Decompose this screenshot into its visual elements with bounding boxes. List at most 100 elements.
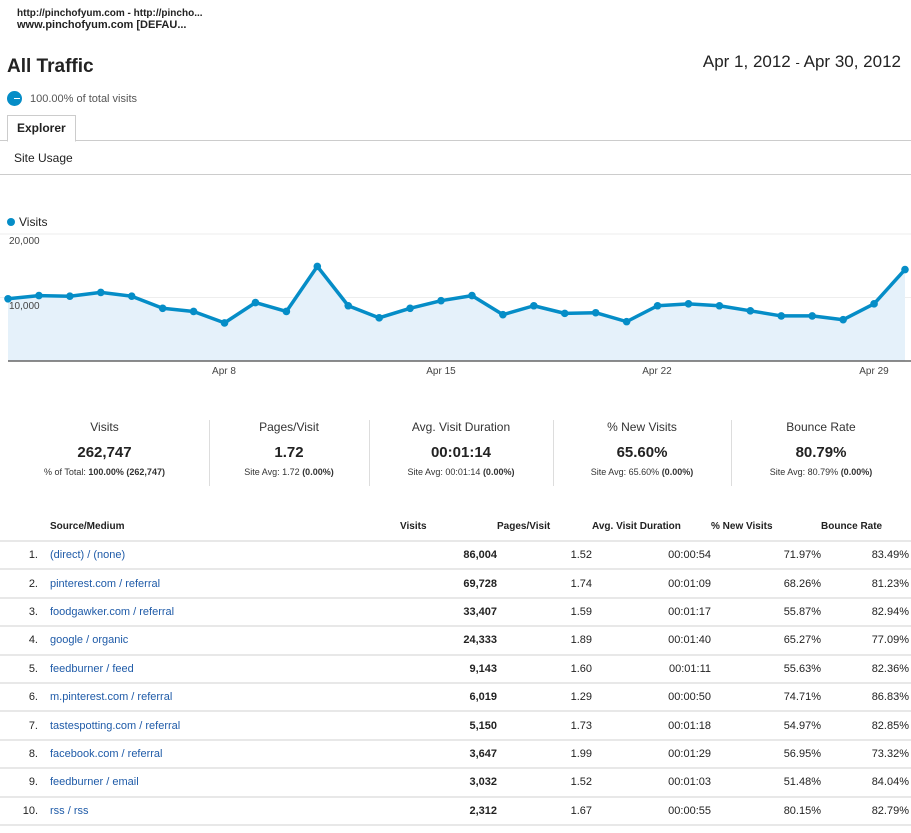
col-pages-visit[interactable]: Pages/Visit <box>497 512 592 542</box>
cell-bounce-rate: 81.23% <box>821 569 911 599</box>
property-profile[interactable]: www.pinchofyum.com [DEFAU... <box>17 19 187 31</box>
cell-new-visits: 54.97% <box>711 711 821 741</box>
data-point[interactable] <box>560 309 569 318</box>
summary-metric: Visits 262,747 % of Total: 100.00% (262,74… <box>0 420 209 486</box>
metric-sub-bold: (0.00%) <box>482 467 515 477</box>
cell-pages-visit: 1.67 <box>497 796 592 826</box>
source-link[interactable]: foodgawker.com / referral <box>50 605 175 618</box>
visits-chart[interactable] <box>0 230 911 365</box>
cell-new-visits: 55.87% <box>711 597 821 628</box>
data-point[interactable] <box>189 307 198 316</box>
cell-avg-duration: 00:01:11 <box>592 654 711 684</box>
summary-metric: % New Visits 65.60% Site Avg: 65.60% (0.00… <box>553 420 731 486</box>
cell-avg-duration: 00:01:09 <box>592 569 711 599</box>
data-point[interactable] <box>35 291 43 300</box>
cell-pages-visit: 1.89 <box>497 626 592 656</box>
data-point[interactable] <box>530 301 538 310</box>
data-point[interactable] <box>839 315 847 324</box>
data-point[interactable] <box>746 307 755 315</box>
data-point[interactable] <box>808 312 817 320</box>
table-row: 6. m.pinterest.com / referral 6,019 1.29… <box>0 682 911 713</box>
cell-pages-visit: 1.99 <box>497 739 592 770</box>
source-link[interactable]: rss / rss <box>50 804 89 817</box>
data-point[interactable] <box>499 310 507 319</box>
source-link[interactable]: feedburner / feed <box>50 662 134 675</box>
cell-bounce-rate: 82.79% <box>821 796 911 826</box>
metric-value: 262,747 <box>77 444 132 461</box>
data-point[interactable] <box>282 307 291 316</box>
metric-sub: Site Avg: 80.79% (0.00%) <box>731 467 911 477</box>
chart-legend[interactable]: Visits <box>7 215 47 229</box>
property-url[interactable]: http://pinchofyum.com - http://pincho... <box>17 8 203 19</box>
cell-new-visits: 74.71% <box>711 682 821 713</box>
date-range-picker[interactable]: Apr 1, 2012 - Apr 30, 2012 <box>703 52 901 72</box>
table-row: 5. feedburner / feed 9,143 1.60 00:01:11… <box>0 654 911 684</box>
segment-indicator[interactable]: 100.00% of total visits <box>7 91 137 106</box>
data-point[interactable] <box>344 301 353 310</box>
data-point[interactable] <box>468 291 476 300</box>
data-point[interactable] <box>777 312 786 320</box>
data-point[interactable] <box>684 300 693 308</box>
data-point[interactable] <box>591 308 600 317</box>
data-point[interactable] <box>715 301 724 310</box>
source-link[interactable]: google / organic <box>50 634 129 647</box>
cell-pages-visit: 1.73 <box>497 711 592 741</box>
data-point[interactable] <box>66 292 74 301</box>
area-fill <box>8 266 905 361</box>
source-link[interactable]: (direct) / (none) <box>50 549 126 562</box>
date-start: Apr 1, 2012 <box>702 52 791 71</box>
cell-bounce-rate: 84.04% <box>821 768 911 798</box>
data-point[interactable] <box>901 265 909 274</box>
divider <box>553 420 554 486</box>
metric-sub-text: % of Total: <box>44 467 89 477</box>
col-avg-duration[interactable]: Avg. Visit Duration <box>592 512 711 542</box>
cell-new-visits: 65.27% <box>711 626 821 656</box>
cell-new-visits: 71.97% <box>711 541 821 571</box>
metric-value: 00:01:14 <box>430 444 492 461</box>
cell-bounce-rate: 82.36% <box>821 654 911 684</box>
subtab-site-usage[interactable]: Site Usage <box>14 151 73 165</box>
data-point[interactable] <box>622 317 631 326</box>
x-tick-label: Apr 22 <box>642 366 672 377</box>
data-point[interactable] <box>437 296 445 305</box>
data-point[interactable] <box>96 288 105 297</box>
cell-avg-duration: 00:01:17 <box>592 597 711 628</box>
cell-pages-visit: 1.29 <box>497 682 592 713</box>
data-point[interactable] <box>406 304 414 313</box>
table-row: 10. rss / rss 2,312 1.67 00:00:55 80.15%… <box>0 796 911 826</box>
data-point[interactable] <box>375 314 383 322</box>
data-point[interactable] <box>4 294 12 303</box>
source-link[interactable]: pinterest.com / referral <box>50 577 161 590</box>
source-link[interactable]: tastespotting.com / referral <box>50 719 181 732</box>
cell-avg-duration: 00:00:54 <box>592 541 711 571</box>
col-source-medium[interactable]: Source/Medium <box>50 512 400 542</box>
cell-new-visits: 55.63% <box>711 654 821 684</box>
metric-sub-bold: (0.00%) <box>661 467 694 477</box>
data-point[interactable] <box>220 319 229 327</box>
y-tick-label: 20,000 <box>9 236 40 247</box>
date-separator: - <box>795 55 800 70</box>
row-rank: 2. <box>0 569 50 599</box>
tab-explorer[interactable]: Explorer <box>7 115 76 142</box>
col-bounce-rate[interactable]: Bounce Rate <box>821 512 911 542</box>
col-new-visits[interactable]: % New Visits <box>711 512 821 542</box>
data-point[interactable] <box>251 298 260 307</box>
source-link[interactable]: facebook.com / referral <box>50 747 163 760</box>
row-rank: 10. <box>0 796 50 826</box>
cell-new-visits: 80.15% <box>711 796 821 826</box>
metric-label: Visits <box>90 420 119 434</box>
row-rank: 4. <box>0 626 50 656</box>
data-point[interactable] <box>870 300 878 308</box>
source-link[interactable]: m.pinterest.com / referral <box>50 691 173 704</box>
legend-label: Visits <box>19 215 48 229</box>
metric-sub: % of Total: 100.00% (262,747) <box>0 467 209 477</box>
data-point[interactable] <box>127 292 136 301</box>
data-point[interactable] <box>158 304 167 313</box>
data-point[interactable] <box>313 262 322 271</box>
row-rank: 3. <box>0 597 50 628</box>
cell-pages-visit: 1.52 <box>497 768 592 798</box>
metric-value: 1.72 <box>274 444 304 461</box>
col-visits[interactable]: Visits <box>400 512 497 542</box>
source-link[interactable]: feedburner / email <box>50 776 139 789</box>
data-point[interactable] <box>653 301 662 310</box>
